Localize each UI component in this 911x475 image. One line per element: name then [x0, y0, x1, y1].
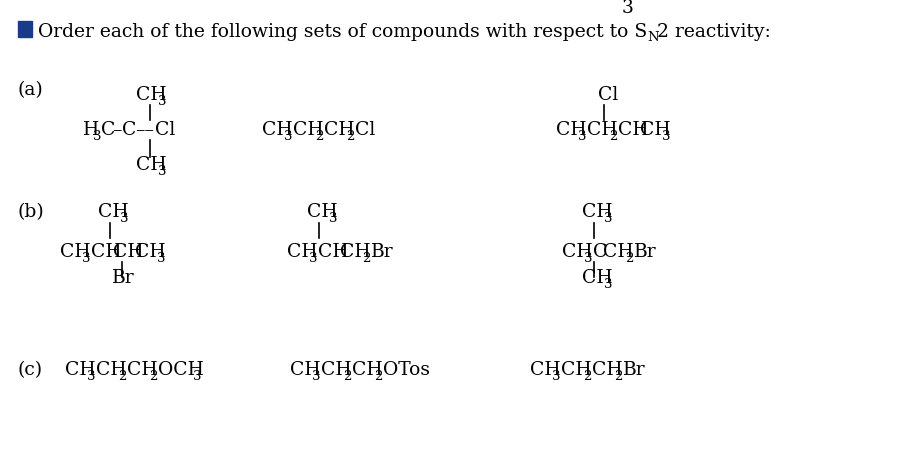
Text: CH: CH — [91, 243, 121, 261]
Text: CH: CH — [323, 121, 354, 139]
Text: CH: CH — [113, 243, 143, 261]
Text: CH: CH — [135, 243, 166, 261]
Text: 3: 3 — [309, 252, 317, 265]
Text: 3: 3 — [551, 370, 560, 383]
Text: 3: 3 — [583, 252, 592, 265]
Text: Br: Br — [622, 361, 645, 379]
Text: CH: CH — [97, 203, 128, 221]
Text: (b): (b) — [18, 203, 45, 221]
Text: CH: CH — [602, 243, 633, 261]
Text: C: C — [122, 121, 137, 139]
Text: 3: 3 — [312, 370, 320, 383]
Text: CH: CH — [561, 243, 592, 261]
Text: H: H — [83, 121, 99, 139]
Text: CH: CH — [307, 203, 337, 221]
Text: CH: CH — [340, 243, 370, 261]
Text: 3: 3 — [158, 165, 167, 178]
Text: –: – — [112, 121, 121, 139]
Text: OTos: OTos — [383, 361, 429, 379]
Text: 3: 3 — [193, 370, 201, 383]
Text: CH: CH — [290, 361, 321, 379]
Text: 3: 3 — [82, 252, 90, 265]
Text: CH: CH — [587, 121, 617, 139]
Text: 3: 3 — [578, 130, 586, 143]
Text: 2: 2 — [624, 252, 632, 265]
Text: 2: 2 — [314, 130, 323, 143]
Text: CH: CH — [640, 121, 670, 139]
Text: CH: CH — [581, 203, 612, 221]
Text: Cl: Cl — [155, 121, 175, 139]
Text: 3: 3 — [93, 130, 101, 143]
Text: 3: 3 — [661, 130, 670, 143]
Bar — [18, 21, 32, 37]
Text: C: C — [101, 121, 116, 139]
Text: Order each of the following sets of compounds with respect to S: Order each of the following sets of comp… — [38, 23, 647, 41]
Text: CH: CH — [321, 361, 352, 379]
Text: Br: Br — [112, 269, 135, 287]
Text: CH: CH — [352, 361, 383, 379]
Text: N: N — [646, 31, 658, 44]
Text: CH: CH — [261, 121, 292, 139]
Text: 3: 3 — [120, 212, 128, 225]
Text: 2: 2 — [582, 370, 590, 383]
Text: 3: 3 — [621, 0, 633, 17]
Text: CH: CH — [556, 121, 586, 139]
Text: CH: CH — [618, 121, 648, 139]
Text: 3: 3 — [283, 130, 292, 143]
Text: Cl: Cl — [354, 121, 374, 139]
Text: CH: CH — [318, 243, 348, 261]
Text: 3: 3 — [603, 212, 612, 225]
Text: CH: CH — [287, 243, 317, 261]
Text: CH: CH — [560, 361, 591, 379]
Text: (c): (c) — [18, 361, 43, 379]
Text: Br: Br — [633, 243, 656, 261]
Text: CH: CH — [136, 156, 167, 174]
Text: 2: 2 — [613, 370, 621, 383]
Text: 2: 2 — [343, 370, 351, 383]
Text: ––: –– — [135, 121, 154, 139]
Text: 2: 2 — [374, 370, 382, 383]
Text: CH: CH — [591, 361, 622, 379]
Text: CH: CH — [127, 361, 158, 379]
Text: 3: 3 — [158, 95, 167, 108]
Text: CH: CH — [529, 361, 560, 379]
Text: 3: 3 — [329, 212, 337, 225]
Text: 2: 2 — [148, 370, 158, 383]
Text: CH: CH — [581, 269, 612, 287]
Text: Br: Br — [371, 243, 394, 261]
Text: CH: CH — [136, 86, 167, 104]
Text: OCH: OCH — [158, 361, 204, 379]
Text: (a): (a) — [18, 81, 44, 99]
Text: 2: 2 — [345, 130, 354, 143]
Text: CH: CH — [96, 361, 127, 379]
Text: 2: 2 — [609, 130, 617, 143]
Text: 2: 2 — [118, 370, 127, 383]
Text: 2: 2 — [362, 252, 370, 265]
Text: CH: CH — [65, 361, 96, 379]
Text: 3: 3 — [87, 370, 96, 383]
Text: CH: CH — [292, 121, 323, 139]
Text: Cl: Cl — [598, 86, 618, 104]
Text: 3: 3 — [157, 252, 165, 265]
Text: C: C — [592, 243, 607, 261]
Text: 2 reactivity:: 2 reactivity: — [656, 23, 770, 41]
Text: CH: CH — [60, 243, 90, 261]
Text: 3: 3 — [603, 278, 612, 291]
